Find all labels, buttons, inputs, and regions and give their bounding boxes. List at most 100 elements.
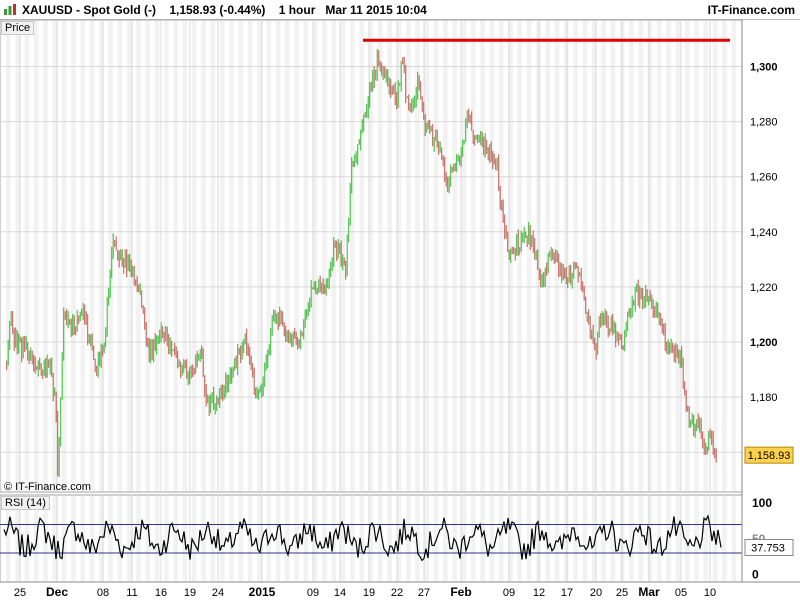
day-shade — [433, 496, 439, 581]
day-shade — [99, 496, 104, 581]
day-shade — [405, 21, 411, 491]
day-shade — [498, 496, 504, 581]
day-shade — [275, 21, 281, 491]
day-shade — [629, 21, 634, 491]
last-price-value: 1,158.93 — [748, 450, 791, 462]
day-shade — [517, 21, 523, 491]
x-tick-label: 17 — [561, 587, 573, 599]
day-shade — [303, 21, 309, 491]
day-shade — [52, 21, 58, 491]
day-shade — [238, 496, 244, 581]
day-shade — [722, 21, 727, 491]
y-tick-label: 1,280 — [750, 117, 778, 129]
y-tick-label: 1,180 — [750, 392, 778, 404]
day-shade — [61, 21, 67, 491]
day-shade — [350, 496, 355, 581]
x-tick-label: Feb — [450, 585, 471, 599]
day-shade — [582, 496, 588, 581]
x-tick-label: 16 — [155, 587, 167, 599]
day-shade — [99, 21, 104, 491]
day-shade — [387, 496, 392, 581]
rsi-last-value: 37.753 — [751, 543, 785, 555]
x-tick-label: 10 — [704, 587, 716, 599]
price-panel-label: Price — [1, 21, 35, 35]
day-shade — [378, 21, 383, 491]
day-shade — [219, 496, 225, 581]
day-shade — [443, 21, 448, 491]
day-shade — [15, 496, 20, 581]
day-shade — [415, 21, 420, 491]
day-shade — [303, 496, 309, 581]
day-shade — [378, 496, 383, 581]
day-shade — [247, 496, 253, 581]
day-shade — [117, 496, 123, 581]
x-tick-label: 11 — [126, 587, 137, 599]
day-shade — [480, 496, 485, 581]
day-shade — [573, 21, 578, 491]
x-tick-label: 09 — [307, 587, 319, 599]
x-tick-label: 14 — [334, 587, 346, 599]
x-tick-label: 19 — [363, 587, 375, 599]
day-shade — [24, 21, 30, 491]
rsi-panel-label: RSI (14) — [1, 496, 50, 510]
day-shade — [275, 496, 281, 581]
day-shade — [508, 496, 513, 581]
x-tick-label: 25 — [14, 587, 26, 599]
day-shade — [601, 496, 606, 581]
day-shade — [43, 21, 48, 491]
day-shade — [359, 21, 364, 491]
rsi-y-tick-label: 0 — [752, 568, 759, 582]
x-tick-label: 05 — [675, 587, 687, 599]
day-shade — [108, 496, 113, 581]
day-shade — [471, 21, 476, 491]
day-shade — [173, 496, 178, 581]
day-shade — [424, 21, 430, 491]
day-shade — [666, 21, 671, 491]
day-shade — [247, 21, 253, 491]
day-shade — [536, 21, 541, 491]
day-shade — [480, 21, 485, 491]
day-shade — [6, 496, 11, 581]
x-tick-label: 19 — [184, 587, 196, 599]
day-shade — [182, 21, 188, 491]
y-tick-label: 1,300 — [750, 62, 778, 74]
day-shade — [266, 21, 271, 491]
day-shade — [154, 496, 160, 581]
day-shade — [638, 21, 643, 491]
day-shade — [238, 21, 244, 491]
x-tick-label: 08 — [97, 587, 109, 599]
rsi-y-tick-label: 100 — [752, 496, 772, 510]
day-shade — [452, 21, 457, 491]
day-shade — [647, 21, 653, 491]
day-shade — [173, 21, 178, 491]
day-shade — [145, 21, 151, 491]
day-shade — [117, 21, 123, 491]
day-shade — [489, 21, 495, 491]
day-shade — [526, 21, 532, 491]
day-shade — [368, 496, 374, 581]
day-shade — [257, 496, 262, 581]
day-shade — [266, 496, 271, 581]
copyright-text: © IT-Finance.com — [4, 481, 91, 493]
x-tick-label: 12 — [533, 587, 545, 599]
day-shade — [498, 21, 504, 491]
site-name: IT-Finance.com — [707, 3, 795, 17]
day-shade — [164, 21, 169, 491]
day-shade — [350, 21, 355, 491]
day-shade — [396, 21, 402, 491]
day-shade — [89, 21, 95, 491]
day-shade — [554, 496, 560, 581]
title-bar: XAUUSD - Spot Gold (-) 1,158.93 (-0.44%)… — [0, 0, 800, 20]
day-shade — [433, 21, 439, 491]
x-tick-label: 24 — [212, 587, 224, 599]
day-shade — [545, 496, 550, 581]
day-shade — [461, 21, 467, 491]
last-price-tag — [744, 446, 794, 464]
day-shade — [387, 21, 392, 491]
day-shade — [582, 21, 588, 491]
day-shade — [638, 496, 643, 581]
day-shade — [591, 496, 597, 581]
day-shade — [703, 496, 709, 581]
day-shade — [722, 496, 727, 581]
